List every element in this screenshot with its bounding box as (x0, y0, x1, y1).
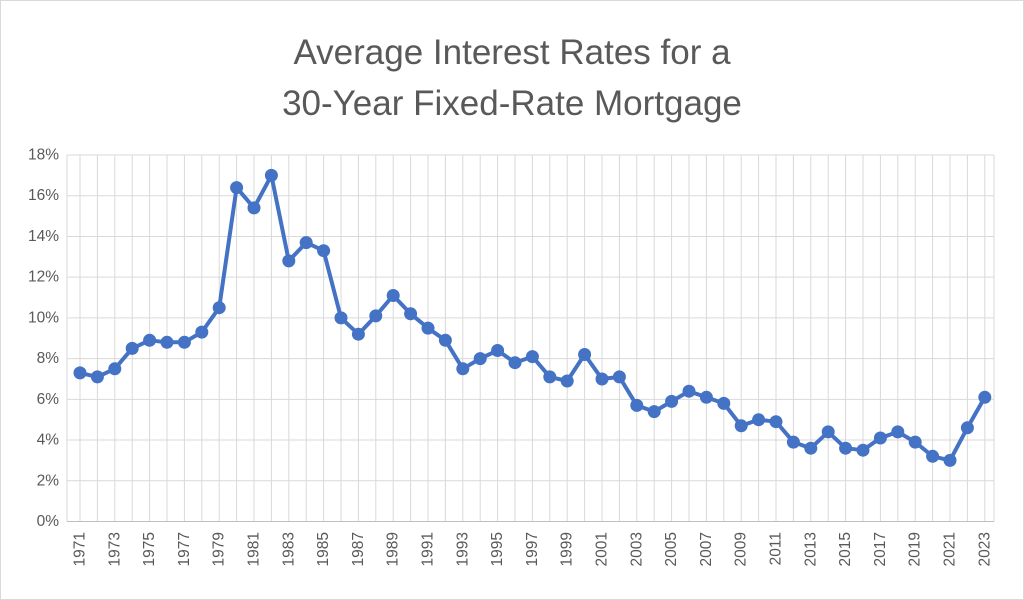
chart-title-line-1: Average Interest Rates for a (293, 33, 731, 72)
x-axis-tick-label-1989: 1989 (385, 532, 402, 566)
x-axis-tick-label-2009: 2009 (733, 532, 750, 566)
data-point-2011 (769, 415, 783, 429)
data-point-1994 (473, 352, 487, 366)
data-point-1973 (108, 362, 122, 376)
chart-title-line-2: 30-Year Fixed-Rate Mortgage (282, 84, 742, 123)
data-point-1971 (73, 366, 87, 380)
x-axis-tick-label-2003: 2003 (628, 532, 645, 566)
data-point-1987 (351, 327, 365, 341)
data-point-1986 (334, 311, 348, 325)
x-axis-tick-label-1985: 1985 (315, 532, 332, 566)
y-axis-tick-label-2pct: 2% (37, 472, 60, 489)
data-point-2014 (821, 425, 835, 439)
x-axis-tick-label-1997: 1997 (524, 532, 541, 566)
data-point-1991 (421, 321, 435, 335)
x-axis-tick-label-2021: 2021 (942, 532, 959, 566)
x-axis-tick-label-2017: 2017 (872, 532, 889, 566)
data-point-1975 (143, 333, 157, 347)
x-axis-tick-label-2001: 2001 (594, 532, 611, 566)
data-point-1997 (525, 350, 539, 364)
data-point-1976 (160, 335, 174, 349)
x-axis-tick-label-1991: 1991 (420, 532, 437, 566)
data-point-2015 (839, 441, 853, 455)
data-point-2008 (717, 396, 731, 410)
y-axis-tick-label-0pct: 0% (37, 513, 60, 530)
data-point-1985 (317, 244, 331, 258)
data-point-2007 (699, 390, 713, 404)
data-point-2002 (612, 370, 626, 384)
y-axis-tick-label-4pct: 4% (37, 432, 60, 449)
data-point-2019 (908, 435, 922, 449)
data-point-1998 (543, 370, 557, 384)
x-axis-tick-label-2007: 2007 (698, 532, 715, 566)
data-point-1972 (90, 370, 104, 384)
y-axis-tick-label-18pct: 18% (28, 147, 59, 164)
chart-title: Average Interest Rates for a 30-Year Fix… (1, 27, 1023, 129)
data-point-1996 (508, 356, 522, 370)
data-point-1981 (247, 201, 261, 215)
x-axis-tick-label-1973: 1973 (106, 532, 123, 566)
data-point-2001 (595, 372, 609, 386)
y-axis-tick-label-10pct: 10% (28, 309, 59, 326)
data-point-2009 (734, 419, 748, 433)
x-axis-tick-label-1977: 1977 (176, 532, 193, 566)
data-point-2022 (960, 421, 974, 435)
data-point-1989 (386, 289, 400, 302)
x-axis-tick-label-2013: 2013 (802, 532, 819, 566)
x-axis-tick-label-1993: 1993 (454, 532, 471, 566)
data-point-1984 (299, 236, 313, 250)
y-axis-tick-label-8pct: 8% (37, 350, 60, 367)
data-point-1977 (177, 335, 191, 349)
x-axis-tick-label-1979: 1979 (211, 532, 228, 566)
data-point-2010 (752, 413, 766, 427)
x-axis-tick-label-1995: 1995 (489, 532, 506, 566)
x-axis-tick-label-2015: 2015 (837, 532, 854, 566)
y-axis-tick-label-12pct: 12% (28, 269, 59, 286)
data-point-1992 (438, 333, 452, 347)
data-point-2006 (682, 384, 696, 398)
data-point-1980 (230, 181, 244, 195)
x-axis-tick-label-2019: 2019 (907, 532, 924, 566)
data-point-1974 (125, 341, 139, 355)
data-point-2021 (943, 453, 957, 467)
data-point-1995 (491, 344, 505, 357)
data-point-1979 (212, 301, 226, 315)
data-point-1999 (560, 374, 574, 388)
data-point-2000 (578, 348, 592, 361)
y-axis-tick-label-16pct: 16% (28, 187, 59, 204)
data-point-2023 (978, 390, 992, 404)
x-axis-tick-label-1971: 1971 (72, 532, 89, 566)
data-point-2012 (786, 435, 800, 449)
data-point-2017 (873, 431, 887, 445)
data-point-2018 (891, 425, 905, 439)
x-axis-tick-label-2011: 2011 (768, 532, 785, 565)
y-axis-tick-label-14pct: 14% (28, 228, 59, 245)
data-point-1988 (369, 309, 383, 323)
data-point-2003 (630, 398, 644, 412)
data-point-2005 (665, 394, 679, 408)
data-point-1983 (282, 254, 296, 268)
x-axis-tick-label-2023: 2023 (976, 532, 993, 566)
data-point-2013 (804, 441, 818, 455)
x-axis-tick-label-2005: 2005 (663, 532, 680, 566)
y-axis-tick-label-6pct: 6% (37, 391, 60, 408)
data-point-1978 (195, 325, 209, 339)
data-point-1993 (456, 362, 470, 376)
x-axis-tick-label-1975: 1975 (141, 532, 158, 566)
x-axis-tick-label-1987: 1987 (350, 532, 367, 566)
data-point-2004 (647, 405, 661, 419)
data-point-2016 (856, 443, 870, 457)
data-point-1982 (264, 168, 278, 182)
x-axis-tick-label-1983: 1983 (280, 532, 297, 566)
x-axis-tick-label-1999: 1999 (559, 532, 576, 566)
data-point-1990 (404, 307, 418, 321)
x-axis-tick-label-1981: 1981 (246, 532, 263, 566)
data-point-2020 (926, 449, 940, 463)
